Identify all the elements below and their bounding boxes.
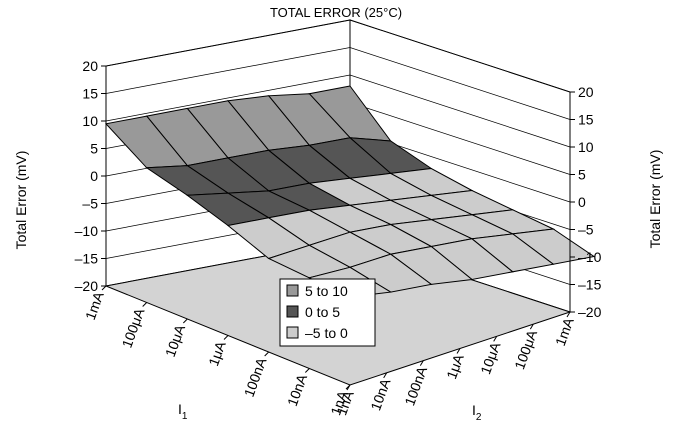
z-tick-label-right: –5	[578, 222, 594, 238]
x-axis-label-sub: 1	[182, 411, 188, 422]
y-tick-label: 100nA	[401, 364, 430, 408]
legend-swatch-high	[286, 284, 299, 297]
chart-title: TOTAL ERROR (25°C)	[270, 5, 402, 20]
z-tick-label-left: 20	[82, 58, 98, 74]
z-tick-label-left: 10	[82, 113, 98, 129]
y-tick-mark	[419, 360, 424, 366]
z-axis-label-left: Total Error (mV)	[13, 151, 29, 250]
x-axis-label: I1	[178, 401, 188, 422]
y-tick-mark	[529, 323, 534, 330]
z-tick-label-left: 5	[90, 141, 98, 157]
x-tick-mark	[223, 335, 229, 340]
legend-label-low: –5 to 0	[305, 325, 348, 341]
z-axis-right: 20 15 10 5 0 –5 –10 –15 –20	[570, 84, 602, 320]
z-tick-label-right: –15	[578, 277, 602, 293]
x-tick-mark	[101, 285, 107, 291]
y-tick-mark	[346, 384, 351, 391]
y-tick-mark	[456, 348, 461, 354]
y-tick-label: 100μA	[511, 327, 540, 371]
legend-label-mid: 0 to 5	[305, 304, 340, 320]
y-tick-mark	[566, 311, 571, 318]
y-tick-label: 1mA	[552, 315, 577, 348]
y-axis-label-main: I	[472, 402, 476, 418]
z-tick-label-right: 0	[578, 194, 586, 210]
z-axis-label-right: Total Error (mV)	[647, 150, 663, 249]
x-tick-mark	[304, 368, 310, 373]
legend-swatch-low	[286, 326, 299, 339]
y-tick-label: 10μA	[477, 339, 504, 376]
y-tick-label: 10nA	[367, 376, 393, 413]
z-tick-label-left: 15	[82, 86, 98, 102]
z-gridline	[105, 47, 571, 120]
z-tick-label-left: –15	[75, 251, 99, 267]
x-tick-mark	[264, 351, 270, 357]
error-surface	[105, 85, 596, 298]
z-tick-label-left: –20	[75, 278, 99, 294]
y-tick-label: 1μA	[443, 351, 467, 381]
legend-label-high: 5 to 10	[305, 283, 348, 299]
z-tick-label-left: –10	[75, 223, 99, 239]
y-tick-mark	[493, 336, 498, 342]
x-axis-label-main: I	[178, 401, 182, 417]
legend-item-mid: 0 to 5	[286, 304, 340, 320]
x-tick-label: 10nA	[284, 371, 310, 408]
x-tick-label: 1μA	[205, 338, 229, 368]
legend-item-low: –5 to 0	[286, 325, 348, 341]
z-tick-label-right: 5	[578, 167, 586, 183]
z-gridline	[105, 19, 571, 93]
y-axis-label-sub: 2	[476, 412, 482, 423]
y-tick-mark	[383, 372, 388, 379]
z-tick-label-right: –10	[578, 249, 602, 265]
z-gridline	[105, 74, 571, 148]
z-tick-label-left: –5	[82, 196, 98, 212]
y-axis-label: I2	[472, 402, 482, 423]
z-tick-label-right: –20	[578, 304, 602, 320]
z-tick-label-right: 15	[578, 112, 594, 128]
legend: 5 to 10 0 to 5 –5 to 0	[279, 278, 376, 347]
z-tick-label-right: 10	[578, 139, 594, 155]
z-tick-label-left: 0	[90, 168, 98, 184]
x-tick-label: 100μA	[119, 305, 148, 349]
x-tick-label: 100nA	[241, 355, 270, 399]
x-tick-mark	[142, 302, 148, 307]
z-tick-label-right: 20	[578, 84, 594, 100]
x-tick-label: 10μA	[162, 322, 189, 359]
x-tick-mark	[182, 318, 188, 324]
legend-swatch-mid	[286, 305, 299, 318]
z-axis-left: 20 15 10 5 0 –5 –10 –15 –20	[75, 58, 106, 294]
legend-item-high: 5 to 10	[286, 283, 348, 299]
